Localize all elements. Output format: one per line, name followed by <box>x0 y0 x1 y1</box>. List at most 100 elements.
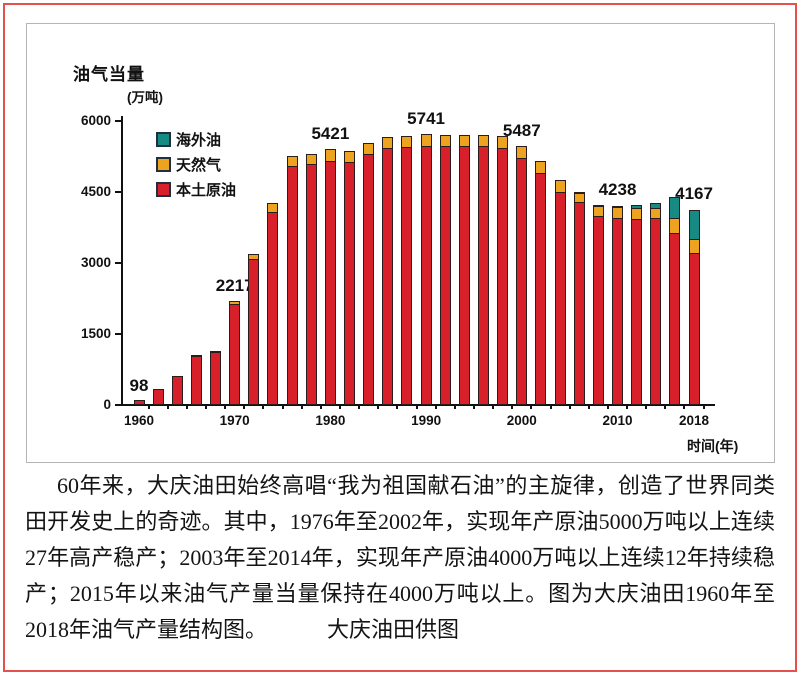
bar-value-label: 98 <box>129 376 149 396</box>
bar-segment-本土原油 <box>401 146 413 405</box>
bar-1996 <box>478 135 490 405</box>
bar-segment-本土原油 <box>688 253 700 405</box>
bar-segment-本土原油 <box>554 191 566 405</box>
x-minor-tick <box>319 405 322 409</box>
bar-segment-本土原油 <box>669 232 681 405</box>
x-minor-tick <box>568 405 571 409</box>
bar-segment-本土原油 <box>190 355 202 405</box>
bar-1986 <box>382 136 394 405</box>
bar-2016 <box>669 196 681 405</box>
caption-line: 田开发史上的奇迹。其中，1976年至2002年，实现年产原油5000万吨以上连续 <box>25 509 775 534</box>
bar-value-label: 4167 <box>675 183 713 203</box>
bar-1962 <box>152 388 164 405</box>
bar-1982 <box>344 150 356 405</box>
bar-2012 <box>631 204 643 405</box>
legend-item-label: 天然气 <box>176 157 222 174</box>
x-minor-tick <box>147 405 150 409</box>
bar-2000 <box>516 146 528 405</box>
bar-value-label: 5741 <box>407 109 445 129</box>
caption-line: 产；2015年以来油气产量当量保持在4000万吨以上。图为大庆油田1960年至 <box>25 581 775 606</box>
bar-segment-天然气 <box>669 217 681 234</box>
x-minor-tick <box>300 405 303 409</box>
bar-1968 <box>210 350 222 405</box>
bar-1980 <box>324 149 336 405</box>
bar-1974 <box>267 202 279 405</box>
bar-1976 <box>286 156 298 405</box>
bar-segment-本土原油 <box>324 160 336 405</box>
bar-segment-本土原油 <box>286 165 298 405</box>
x-tick-label: 2010 <box>602 413 633 428</box>
bar-2008 <box>592 204 604 405</box>
x-minor-tick <box>626 405 629 409</box>
domestic-crude-swatch-icon <box>156 182 171 197</box>
y-axis <box>121 116 123 406</box>
legend-item-overseas-oil: 海外油 <box>156 127 236 152</box>
y-tick <box>115 120 121 122</box>
bar-segment-本土原油 <box>363 153 375 405</box>
bar-segment-本土原油 <box>516 157 528 405</box>
bar-1992 <box>439 135 451 405</box>
y-tick-label: 3000 <box>80 255 111 270</box>
legend-item-label: 本土原油 <box>176 182 237 199</box>
x-minor-tick <box>224 405 227 409</box>
caption-line: 27年高产稳产；2003年至2014年，实现年产原油4000万吨以上连续12年持… <box>25 545 775 570</box>
x-tick-label: 2018 <box>679 413 710 428</box>
bar-value-label: 4238 <box>598 180 637 200</box>
bar-1960 <box>133 400 145 405</box>
x-axis-title: 时间(年) <box>687 438 739 454</box>
x-minor-tick <box>434 405 437 409</box>
bar-1998 <box>497 136 509 405</box>
x-minor-tick <box>702 405 705 409</box>
x-minor-tick <box>453 405 456 409</box>
bar-1978 <box>305 153 317 405</box>
bar-2006 <box>573 191 585 405</box>
x-tick-label: 1970 <box>219 413 250 428</box>
y-tick-label: 1500 <box>80 326 111 341</box>
bar-1994 <box>458 134 470 405</box>
x-minor-tick <box>664 405 667 409</box>
bar-2004 <box>554 179 566 405</box>
caption-line: 60年来，大庆油田始终高唱“我为祖国献石油”的主旋律，创造了世界同类油 <box>57 473 775 498</box>
overseas-oil-swatch-icon <box>156 132 171 147</box>
natural-gas-swatch-icon <box>156 157 171 172</box>
x-minor-tick <box>185 405 188 409</box>
bar-segment-本土原油 <box>267 211 279 405</box>
bar-value-label: 5487 <box>502 121 541 141</box>
x-minor-tick <box>492 405 495 409</box>
x-minor-tick <box>472 405 475 409</box>
bar-1964 <box>171 375 183 405</box>
x-minor-tick <box>511 405 514 409</box>
bar-1984 <box>363 142 375 405</box>
x-minor-tick <box>549 405 552 409</box>
x-minor-tick <box>338 405 341 409</box>
x-minor-tick <box>396 405 399 409</box>
bar-segment-天然气 <box>688 238 700 255</box>
x-tick-label: 1960 <box>123 413 155 428</box>
bar-segment-本土原油 <box>133 400 145 405</box>
bar-1972 <box>248 253 260 405</box>
x-minor-tick <box>530 405 533 409</box>
chart-panel: 油气当量 (万吨) 海外油 天然气 本土原油 0 1500 3000 4500 6000… <box>26 23 775 463</box>
y-tick <box>115 191 121 193</box>
y-tick <box>115 262 121 264</box>
x-minor-tick <box>645 405 648 409</box>
caption-text: 2018年油气产量结构图。 <box>25 617 268 642</box>
bar-segment-本土原油 <box>458 145 470 405</box>
y-tick <box>115 333 121 335</box>
chart-title: 油气当量 <box>73 65 145 84</box>
x-minor-tick <box>683 405 686 409</box>
x-minor-tick <box>243 405 246 409</box>
x-axis <box>121 404 715 406</box>
bar-value-label: 5421 <box>311 124 350 144</box>
bar-segment-本土原油 <box>382 147 394 405</box>
caption-paragraph: 60年来，大庆油田始终高唱“我为祖国献石油”的主旋律，创造了世界同类油 田开发史… <box>25 468 775 648</box>
bar-segment-本土原油 <box>612 217 623 405</box>
bar-2010 <box>612 206 623 405</box>
bar-segment-本土原油 <box>439 146 451 405</box>
bar-segment-本土原油 <box>592 215 604 405</box>
bar-1988 <box>401 135 413 405</box>
x-tick-label: 1980 <box>315 413 346 428</box>
x-minor-tick <box>204 405 207 409</box>
bar-segment-本土原油 <box>650 217 662 405</box>
